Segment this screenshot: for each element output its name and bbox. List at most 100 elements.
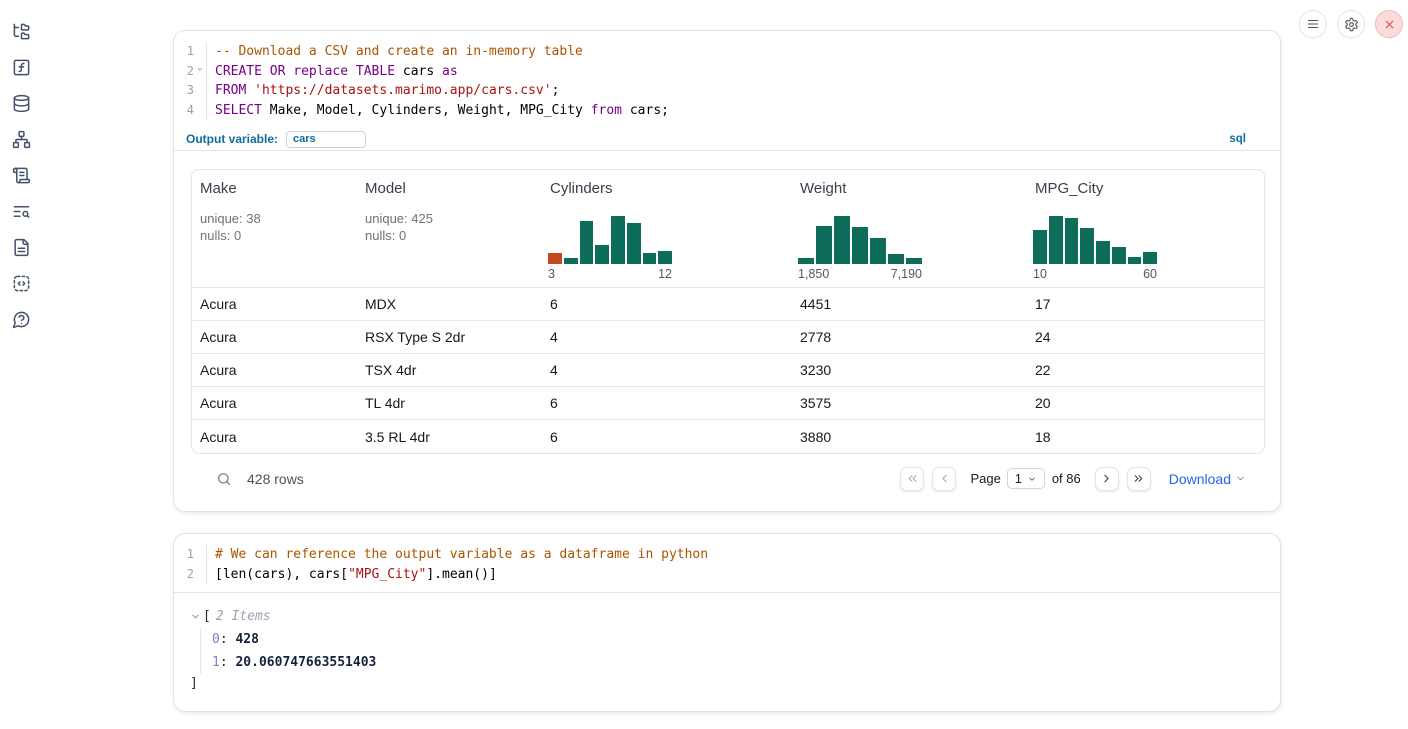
tree-entry-key: 1: [212, 654, 220, 670]
column-header[interactable]: Model unique: 425 nulls: 0: [357, 170, 542, 287]
search-icon: [218, 472, 230, 485]
line-number: 2: [186, 63, 194, 78]
table-cell: Acura: [200, 428, 237, 445]
column-stats: unique: 38 nulls: 0: [200, 211, 261, 243]
page-label: Page: [970, 471, 1001, 486]
line-number: 2: [186, 566, 194, 581]
column-header[interactable]: Cylinders 3 12: [542, 170, 792, 287]
menu-button[interactable]: [1299, 10, 1327, 38]
tree-collapse-button[interactable]: [190, 611, 201, 622]
sidebar: [11, 22, 31, 329]
table-cell: TL 4dr: [365, 395, 405, 411]
first-page-button[interactable]: [900, 466, 925, 491]
column-header[interactable]: Make unique: 38 nulls: 0: [192, 170, 357, 287]
chevron-down-icon: [192, 614, 199, 619]
table-row[interactable]: Acura TSX 4dr 4 3230 22: [192, 354, 1264, 387]
python-cell: 1 # We can reference the output variable …: [173, 533, 1281, 712]
settings-button[interactable]: [1337, 10, 1365, 38]
histogram-bar: [1096, 241, 1110, 264]
histogram-bar: [642, 253, 657, 264]
tree-entry-key: 0: [212, 632, 220, 647]
column-stats: unique: 425 nulls: 0: [365, 211, 433, 243]
page-total-label: of 86: [1051, 471, 1081, 486]
histogram-bar: [816, 225, 832, 264]
chevrons-right-icon: [1134, 475, 1143, 482]
column-histogram[interactable]: 3 12: [548, 216, 672, 281]
table-cell: 3575: [800, 395, 832, 411]
code-line: 1 -- Download a CSV and create an in-memo…: [174, 42, 1280, 62]
column-name: MPG_City: [1035, 180, 1104, 197]
histogram-bar: [579, 220, 594, 264]
column-name: Cylinders: [550, 180, 613, 197]
table-row[interactable]: Acura 3.5 RL 4dr 6 3880 18: [192, 420, 1264, 453]
table-cell: 4: [550, 362, 558, 378]
code-snippet-icon[interactable]: [11, 274, 31, 293]
chevron-left-icon: [942, 474, 947, 483]
table-row[interactable]: Acura MDX 6 4451 17: [192, 288, 1264, 321]
column-name: Weight: [800, 180, 847, 197]
column-histogram[interactable]: 1,850 7,190: [798, 216, 922, 281]
pagination: Page 1 of 86 Download: [900, 466, 1246, 491]
file-tree-icon[interactable]: [11, 22, 31, 41]
column-name: Model: [365, 180, 406, 197]
histogram-bar: [658, 250, 672, 264]
function-icon[interactable]: [11, 58, 31, 77]
page-select[interactable]: 1: [1006, 468, 1045, 489]
histogram-bar: [1064, 218, 1079, 264]
page-select-value: 1: [1014, 471, 1022, 486]
line-number: 1: [186, 547, 194, 561]
table-cell: 20: [1035, 395, 1051, 411]
download-button[interactable]: Download: [1169, 471, 1246, 487]
tree-entry: 0: 428: [212, 632, 259, 647]
close-button[interactable]: [1375, 10, 1403, 38]
sql-code-editor[interactable]: 1 -- Download a CSV and create an in-memo…: [174, 31, 1280, 128]
histogram-bar: [611, 216, 625, 264]
tree-entry: 1: 20.060747663551403: [212, 654, 377, 670]
table-cell: MDX: [365, 296, 397, 312]
table-cell: Acura: [200, 395, 237, 411]
output-variable-row: Output variable: sql: [174, 128, 1280, 151]
table-cell: 17: [1035, 296, 1051, 312]
histogram-bar: [870, 237, 886, 264]
fold-chevron-icon[interactable]: [194, 62, 206, 82]
line-number: 1: [186, 44, 194, 58]
histogram-max-label: 60: [1143, 267, 1157, 281]
table-cell: 6: [550, 296, 558, 312]
histogram-max-label: 12: [658, 267, 672, 281]
table-row[interactable]: Acura TL 4dr 6 3575 20: [192, 387, 1264, 420]
column-histogram[interactable]: 10 60: [1033, 216, 1157, 281]
prev-page-button[interactable]: [932, 466, 957, 491]
table-header: Make unique: 38 nulls: 0 Model unique: 425 nu…: [192, 170, 1264, 288]
table-cell: 4: [550, 329, 558, 345]
topbar-controls: [1299, 10, 1403, 38]
search-list-icon[interactable]: [11, 202, 31, 221]
table-row[interactable]: Acura RSX Type S 2dr 4 2778 24: [192, 321, 1264, 354]
table-cell: 2778: [800, 329, 832, 345]
document-icon[interactable]: [11, 238, 31, 257]
code-line: 4 SELECT Make, Model, Cylinders, Weight, …: [174, 100, 1280, 120]
column-header[interactable]: Weight 1,850 7,190: [792, 170, 1027, 287]
code-line: 2 [len(cars), cars["MPG_City"].mean()]: [174, 564, 1280, 584]
chevron-down-icon: [1237, 476, 1244, 481]
table-body: Acura MDX 6 4451 17 Acura RSX Type S 2dr 4 2778 2…: [192, 288, 1264, 453]
python-code-editor[interactable]: 1 # We can reference the output variable …: [174, 534, 1280, 592]
database-icon[interactable]: [11, 94, 31, 113]
histogram-bar: [595, 244, 609, 264]
close-icon: [1385, 20, 1393, 28]
histogram-max-label: 7,190: [890, 267, 922, 281]
code-line: 3 FROM 'https://datasets.marimo.app/cars.…: [174, 81, 1280, 101]
cell-divider: [174, 592, 1280, 593]
table-footer: 428 rows Page 1 of 86: [191, 454, 1263, 507]
output-variable-input[interactable]: [286, 130, 367, 148]
last-page-button[interactable]: [1126, 466, 1151, 491]
graph-icon[interactable]: [11, 130, 31, 149]
help-icon[interactable]: [11, 310, 31, 329]
search-button[interactable]: [216, 471, 232, 487]
scroll-icon[interactable]: [11, 166, 31, 185]
next-page-button[interactable]: [1094, 466, 1119, 491]
table-cell: TSX 4dr: [365, 362, 417, 378]
column-header[interactable]: MPG_City 10 60: [1027, 170, 1264, 287]
histogram-bar: [1033, 230, 1047, 264]
tree-open-bracket: [: [203, 609, 211, 624]
table-cell: Acura: [200, 362, 237, 378]
